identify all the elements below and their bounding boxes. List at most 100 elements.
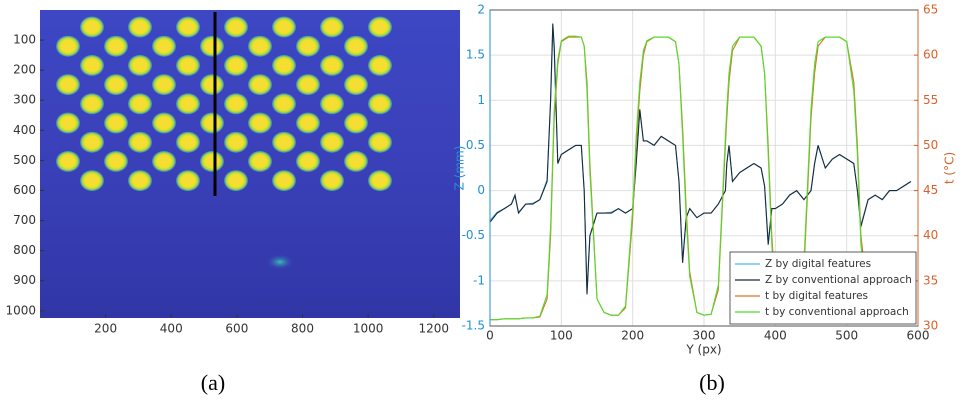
page: (a) (b) 20040060080010001200100200300400…	[0, 0, 963, 411]
dot	[344, 74, 368, 95]
dot	[368, 170, 392, 191]
caption: (a)	[201, 370, 225, 395]
dot	[152, 36, 176, 57]
dot	[248, 36, 272, 57]
x-tick-label: 800	[291, 322, 314, 336]
y2-tick-label: 50	[923, 138, 938, 152]
y-tick-label: -1	[473, 273, 485, 287]
dot	[104, 36, 128, 57]
dot	[104, 113, 128, 134]
dot	[80, 17, 104, 38]
dot	[368, 132, 392, 153]
dot	[176, 17, 200, 38]
y2-tick-label: 30	[923, 319, 938, 333]
dot	[200, 36, 224, 57]
dot	[272, 17, 296, 38]
dot	[200, 113, 224, 134]
y2-axis-label: t (°C)	[943, 152, 957, 184]
dot	[248, 113, 272, 134]
x-tick-label: 200	[94, 322, 117, 336]
dot	[128, 55, 152, 76]
y-tick-label: 200	[13, 63, 36, 77]
y-tick-label: 0	[477, 183, 485, 197]
dot	[80, 93, 104, 114]
dot	[344, 113, 368, 134]
y2-tick-label: 35	[923, 273, 938, 287]
dot	[176, 132, 200, 153]
dot	[176, 93, 200, 114]
dot	[128, 93, 152, 114]
y-tick-label: 0.5	[466, 138, 485, 152]
dot	[224, 55, 248, 76]
dot	[80, 132, 104, 153]
dot	[176, 55, 200, 76]
dot	[272, 55, 296, 76]
dot	[56, 74, 80, 95]
y-tick-label: 1	[477, 93, 485, 107]
dot	[80, 170, 104, 191]
y-axis-label: Z (mm)	[453, 146, 467, 191]
x-tick-label: 1000	[353, 322, 384, 336]
dot	[296, 36, 320, 57]
figure: (a) (b) 20040060080010001200100200300400…	[0, 0, 963, 407]
y-tick-label: 500	[13, 153, 36, 167]
y-tick-label: 100	[13, 33, 36, 47]
dot	[176, 170, 200, 191]
dot	[368, 93, 392, 114]
dot	[200, 74, 224, 95]
y2-tick-label: 65	[923, 3, 938, 17]
dot	[152, 74, 176, 95]
dot	[104, 74, 128, 95]
dot	[272, 93, 296, 114]
y2-tick-label: 45	[923, 183, 938, 197]
dot	[368, 55, 392, 76]
y-tick-label: 2	[477, 3, 485, 17]
x-tick-label: 300	[693, 329, 716, 343]
dot	[104, 151, 128, 172]
heatmap-image	[40, 10, 460, 318]
dot	[272, 132, 296, 153]
x-tick-label: 1200	[418, 322, 449, 336]
dot	[296, 151, 320, 172]
y-tick-label: 1000	[5, 303, 36, 317]
legend-label: Z by digital features	[765, 258, 871, 270]
dot	[80, 55, 104, 76]
dot	[344, 36, 368, 57]
dot	[128, 132, 152, 153]
y-tick-label: 800	[13, 243, 36, 257]
y-tick-label: 900	[13, 273, 36, 287]
dot	[56, 113, 80, 134]
x-tick-label: 500	[835, 329, 858, 343]
legend-label: t by digital features	[765, 290, 868, 302]
dot	[248, 151, 272, 172]
y2-tick-label: 55	[923, 93, 938, 107]
dot	[128, 17, 152, 38]
y2-tick-label: 60	[923, 48, 938, 62]
y-tick-label: 1.5	[466, 48, 485, 62]
x-tick-label: 600	[225, 322, 248, 336]
dot	[320, 17, 344, 38]
dot	[320, 93, 344, 114]
dot	[152, 113, 176, 134]
dot	[200, 151, 224, 172]
y-tick-label: 700	[13, 213, 36, 227]
y-tick-label: -0.5	[462, 228, 485, 242]
dot	[224, 17, 248, 38]
dot	[56, 151, 80, 172]
y-tick-label: 400	[13, 123, 36, 137]
y-tick-label: 600	[13, 183, 36, 197]
caption: (b)	[699, 370, 725, 395]
dot	[320, 132, 344, 153]
x-tick-label: 100	[550, 329, 573, 343]
x-tick-label: 400	[764, 329, 787, 343]
dot	[320, 55, 344, 76]
dot	[248, 74, 272, 95]
dot	[224, 170, 248, 191]
dot	[272, 170, 296, 191]
dot	[296, 74, 320, 95]
dot	[344, 151, 368, 172]
dot	[128, 170, 152, 191]
dot	[152, 151, 176, 172]
x-tick-label: 0	[486, 329, 494, 343]
x-axis-label: Y (px)	[685, 343, 721, 357]
